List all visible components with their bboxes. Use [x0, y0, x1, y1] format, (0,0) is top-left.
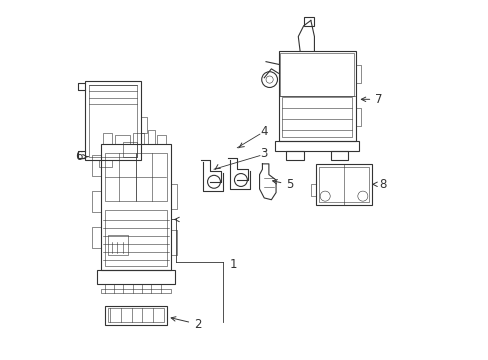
Bar: [92, 191, 101, 212]
Bar: [355, 65, 360, 83]
Bar: [278, 51, 355, 140]
Bar: [102, 134, 112, 144]
Bar: [136, 153, 166, 201]
Bar: [133, 134, 144, 144]
Bar: [316, 164, 371, 205]
Text: 7: 7: [361, 93, 382, 106]
Bar: [171, 230, 177, 255]
Bar: [92, 226, 101, 248]
Bar: [101, 289, 171, 293]
Text: 6: 6: [75, 150, 88, 163]
Text: 8: 8: [372, 178, 386, 191]
Bar: [147, 130, 155, 144]
Bar: [319, 167, 368, 202]
Bar: [122, 142, 137, 157]
Bar: [156, 135, 165, 144]
Bar: [310, 184, 316, 196]
Bar: [115, 135, 129, 144]
Bar: [355, 108, 360, 126]
Bar: [104, 210, 167, 266]
Bar: [140, 117, 147, 133]
Bar: [330, 151, 348, 160]
Text: 3: 3: [260, 147, 267, 159]
Bar: [108, 235, 128, 255]
Bar: [282, 96, 351, 137]
Text: 2: 2: [171, 317, 201, 331]
Text: 4: 4: [260, 125, 267, 138]
Bar: [97, 270, 174, 284]
Bar: [88, 85, 137, 157]
Bar: [85, 81, 140, 160]
Bar: [92, 155, 101, 176]
Bar: [280, 53, 353, 96]
Bar: [303, 17, 314, 26]
Bar: [285, 151, 303, 160]
Text: 1: 1: [230, 258, 237, 271]
Bar: [108, 309, 163, 322]
Text: 5: 5: [272, 178, 293, 191]
Bar: [104, 153, 136, 201]
Bar: [101, 144, 171, 270]
Bar: [171, 184, 177, 209]
Bar: [274, 140, 359, 151]
Bar: [104, 306, 167, 325]
Bar: [99, 160, 112, 167]
